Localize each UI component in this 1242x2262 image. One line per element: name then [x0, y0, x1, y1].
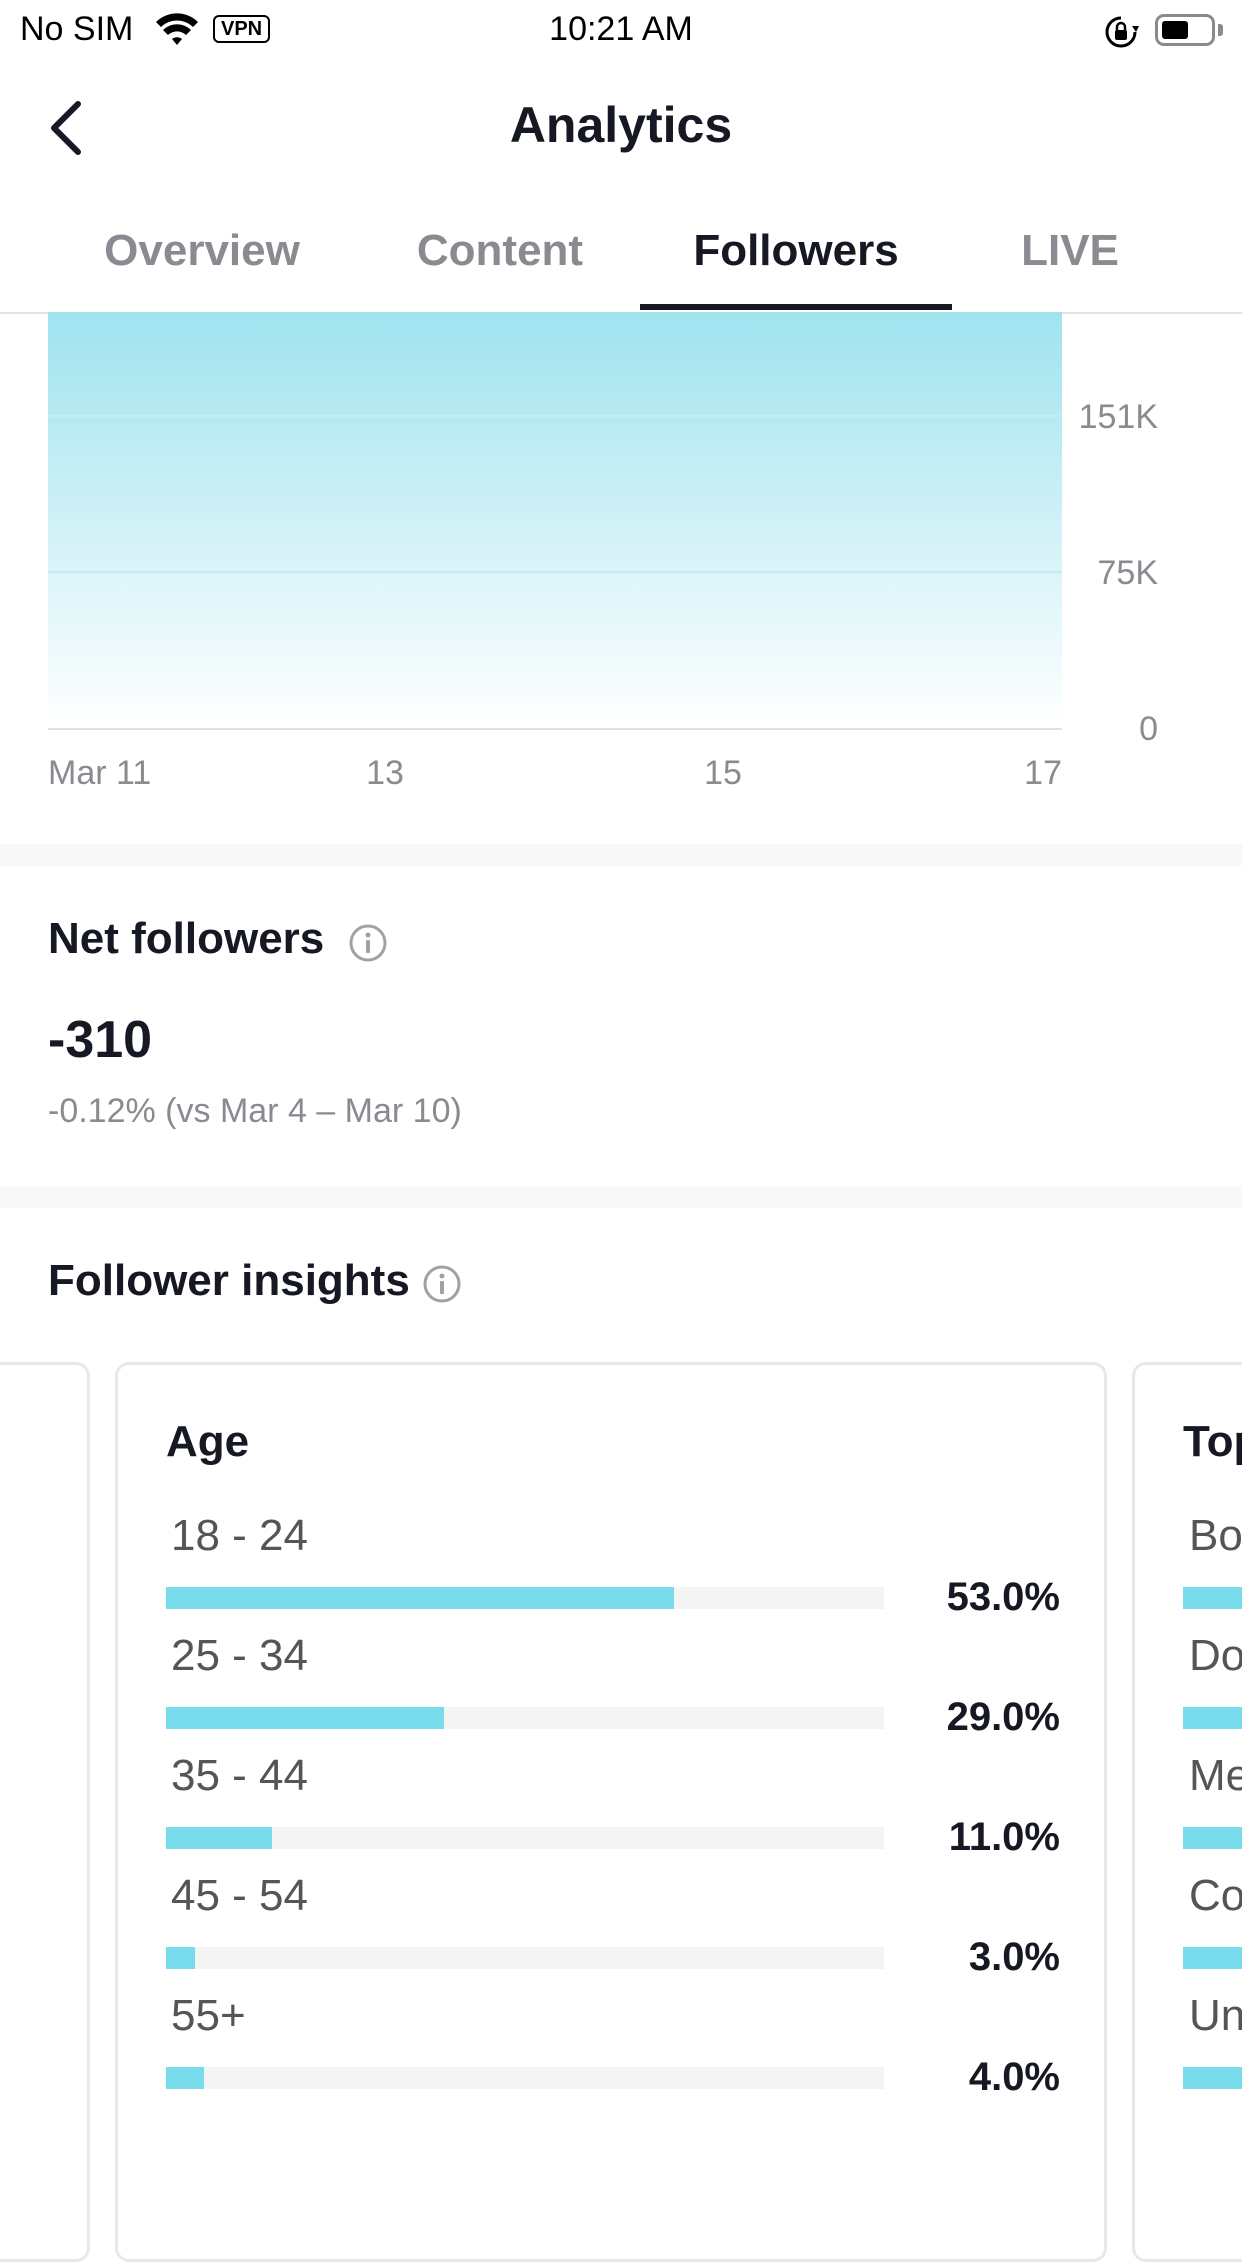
follower-insights-title: Follower insights	[48, 1256, 410, 1306]
net-followers-value: -310	[48, 1010, 152, 1070]
status-bar: No SIM VPN 10:21 AM	[0, 0, 1242, 62]
section-divider	[0, 1186, 1242, 1208]
next-card-row-label: Me	[1189, 1751, 1242, 1801]
age-range-label: 18 - 24	[171, 1511, 308, 1561]
age-card-title: Age	[166, 1417, 249, 1467]
age-bar-fill	[166, 1587, 674, 1609]
next-card-row-label: Do	[1189, 1631, 1242, 1681]
y-tick-label: 0	[1139, 710, 1158, 748]
y-tick-label: 75K	[1098, 554, 1159, 592]
age-percentage: 29.0%	[860, 1695, 1060, 1740]
tab-followers[interactable]: Followers	[660, 226, 932, 276]
section-divider	[0, 844, 1242, 866]
battery-tip	[1218, 24, 1223, 36]
age-bar-track	[166, 1947, 884, 1969]
tab-content[interactable]: Content	[390, 226, 610, 276]
age-card[interactable]: Age 18 - 24 53.0% 25 - 34 29.0% 35 - 44 …	[115, 1362, 1107, 2262]
battery-icon	[1155, 14, 1215, 46]
age-bar-fill	[166, 1827, 272, 1849]
age-range-label: 55+	[171, 1991, 246, 2041]
active-tab-indicator	[640, 304, 952, 310]
y-tick-label: 151K	[1079, 398, 1159, 436]
next-insight-card[interactable]: Top Bo Do Me Co Un	[1132, 1362, 1242, 2262]
age-bar-track	[166, 2067, 884, 2089]
next-card-title: Top	[1183, 1417, 1242, 1467]
age-percentage: 3.0%	[860, 1935, 1060, 1980]
age-bar-fill	[166, 1707, 444, 1729]
next-card-row-label: Un	[1189, 1991, 1242, 2041]
next-card-row-bar	[1183, 1947, 1242, 1969]
age-percentage: 11.0%	[860, 1815, 1060, 1860]
info-icon[interactable]	[422, 1264, 462, 1304]
x-tick-label: 15	[704, 754, 742, 792]
page-title: Analytics	[0, 96, 1242, 154]
age-bar-track	[166, 1827, 884, 1849]
age-bar-track	[166, 1587, 884, 1609]
net-followers-title: Net followers	[48, 914, 324, 964]
x-tick-label: 13	[366, 754, 404, 792]
x-tick-label: 17	[1024, 754, 1062, 792]
age-bar-track	[166, 1707, 884, 1729]
next-card-row-bar	[1183, 2067, 1242, 2089]
followers-chart: 151K 75K 0 Mar 11 13 15 17	[0, 312, 1242, 802]
tab-overview[interactable]: Overview	[92, 226, 312, 276]
net-followers-change: -0.12% (vs Mar 4 – Mar 10)	[48, 1092, 462, 1131]
age-bar-fill	[166, 1947, 195, 1969]
clock-text: 10:21 AM	[0, 10, 1242, 49]
age-range-label: 35 - 44	[171, 1751, 308, 1801]
age-percentage: 53.0%	[860, 1575, 1060, 1620]
next-card-row-label: Co	[1189, 1871, 1242, 1921]
age-percentage: 4.0%	[860, 2055, 1060, 2100]
next-card-row-bar	[1183, 1827, 1242, 1849]
x-tick-label: Mar 11	[48, 754, 151, 792]
tab-bar: Overview Content Followers LIVE	[0, 216, 1242, 314]
tab-live[interactable]: LIVE	[990, 226, 1150, 276]
age-range-label: 25 - 34	[171, 1631, 308, 1681]
chart-area	[48, 312, 1062, 728]
age-range-label: 45 - 54	[171, 1871, 308, 1921]
age-bar-fill	[166, 2067, 204, 2089]
previous-insight-card[interactable]	[0, 1362, 90, 2262]
info-icon[interactable]	[348, 923, 388, 963]
next-card-row-label: Bo	[1189, 1511, 1242, 1561]
next-card-row-bar	[1183, 1707, 1242, 1729]
next-card-row-bar	[1183, 1587, 1242, 1609]
orientation-lock-icon	[1103, 14, 1139, 50]
